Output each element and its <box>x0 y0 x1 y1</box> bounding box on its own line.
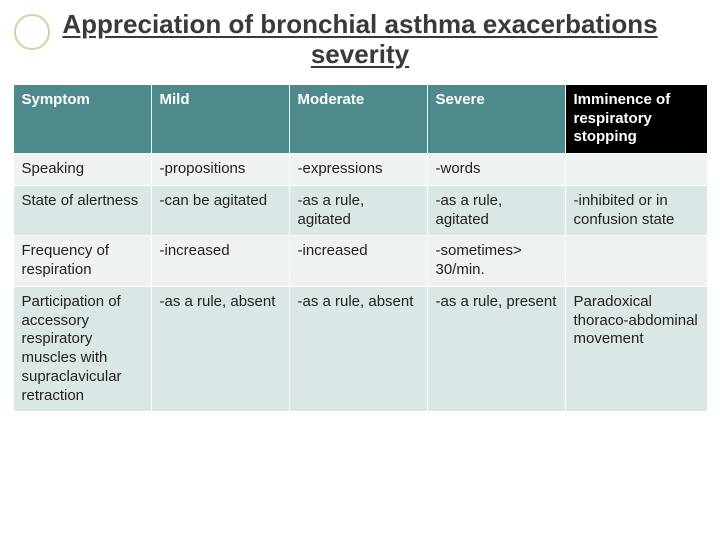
cell <box>565 154 707 186</box>
cell: -as a rule, absent <box>151 286 289 412</box>
corner-accent <box>14 14 50 50</box>
col-symptom: Symptom <box>13 84 151 153</box>
col-mild: Mild <box>151 84 289 153</box>
cell: -sometimes> 30/min. <box>427 236 565 287</box>
cell: Frequency of respiration <box>13 236 151 287</box>
cell: State of alertness <box>13 185 151 236</box>
page-title: Appreciation of bronchial asthma exacerb… <box>0 0 720 84</box>
col-severe: Severe <box>427 84 565 153</box>
cell: Paradoxical thoraco-abdominal movement <box>565 286 707 412</box>
col-imminence: Imminence of respiratory stopping <box>565 84 707 153</box>
cell: -as a rule, absent <box>289 286 427 412</box>
cell: -words <box>427 154 565 186</box>
cell: -as a rule, agitated <box>289 185 427 236</box>
cell: -propositions <box>151 154 289 186</box>
table-row: State of alertness -can be agitated -as … <box>13 185 707 236</box>
table-row: Speaking -propositions -expressions -wor… <box>13 154 707 186</box>
severity-table: Symptom Mild Moderate Severe Imminence o… <box>13 84 708 413</box>
cell: -increased <box>151 236 289 287</box>
table-row: Participation of accessory respiratory m… <box>13 286 707 412</box>
cell: -increased <box>289 236 427 287</box>
cell: -expressions <box>289 154 427 186</box>
cell: -can be agitated <box>151 185 289 236</box>
col-moderate: Moderate <box>289 84 427 153</box>
cell <box>565 236 707 287</box>
cell: -inhibited or in confusion state <box>565 185 707 236</box>
cell: Speaking <box>13 154 151 186</box>
cell: -as a rule, agitated <box>427 185 565 236</box>
cell: -as a rule, present <box>427 286 565 412</box>
table-header-row: Symptom Mild Moderate Severe Imminence o… <box>13 84 707 153</box>
table-row: Frequency of respiration -increased -inc… <box>13 236 707 287</box>
cell: Participation of accessory respiratory m… <box>13 286 151 412</box>
